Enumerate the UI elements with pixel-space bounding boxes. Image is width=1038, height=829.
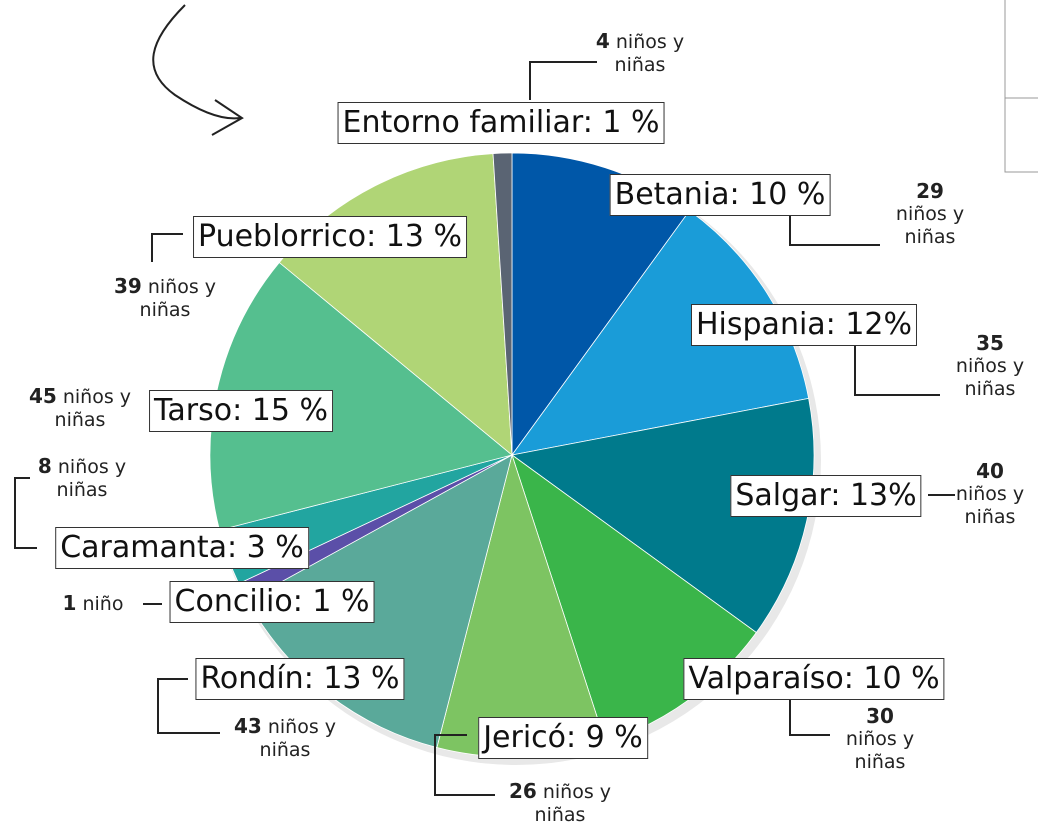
slice-label: Rondín: 13 % — [195, 658, 405, 700]
count-unit: niños y niñas — [54, 386, 132, 431]
count-label: 4 niños y niñas — [580, 30, 700, 77]
slice-label: Entorno familiar: 1 % — [337, 102, 665, 144]
count-label: 45 niños y niñas — [25, 385, 135, 432]
leader-line — [434, 734, 495, 796]
arrow-decoration — [152, 4, 244, 136]
count-unit: niños y niñas — [845, 728, 915, 773]
leader-line — [789, 700, 830, 736]
pie-slice — [209, 261, 513, 531]
slice-label: Betania: 10 % — [609, 174, 831, 216]
count-label: 35 niños y niñas — [935, 332, 1038, 401]
count-number: 39 — [113, 274, 142, 298]
count-unit: niños y niñas — [955, 483, 1025, 528]
count-number: 35 — [976, 331, 1004, 355]
slice-label: Jericó: 9 % — [478, 717, 648, 759]
pie-slice — [511, 210, 810, 456]
leader-line — [151, 233, 183, 262]
slice-label: Tarso: 15 % — [149, 390, 333, 432]
count-label: 39 niños y niñas — [105, 275, 225, 322]
count-number: 30 — [866, 704, 894, 728]
slice-label: Pueblorrico: 13 % — [193, 216, 467, 258]
count-number: 40 — [976, 459, 1004, 483]
leader-line — [157, 678, 220, 734]
count-unit: niños y niñas — [614, 31, 685, 76]
count-label: 1 niño — [43, 592, 143, 616]
pie-slice — [511, 397, 815, 634]
slice-label: Caramanta: 3 % — [55, 527, 309, 569]
count-unit: niño — [82, 593, 124, 615]
count-unit: niños y niñas — [139, 276, 217, 321]
leader-line — [14, 477, 37, 549]
count-number: 8 — [37, 454, 52, 478]
count-unit: niños y niñas — [895, 203, 965, 248]
leader-line — [854, 345, 940, 396]
count-unit: niños y niñas — [56, 456, 127, 501]
slice-label: Hispania: 12% — [690, 304, 918, 346]
count-number: 1 — [62, 591, 77, 615]
pie-slice — [492, 152, 513, 456]
count-number: 4 — [595, 29, 610, 53]
slice-label: Valparaíso: 10 % — [683, 658, 945, 700]
count-number: 29 — [916, 179, 944, 203]
count-label: 40 niños y niñas — [935, 460, 1038, 529]
leader-line — [789, 213, 880, 246]
count-label: 30 niños y niñas — [825, 705, 935, 774]
count-label: 43 niños y niñas — [225, 715, 345, 762]
slice-label: Concilio: 1 % — [169, 581, 375, 623]
count-label: 26 niños y niñas — [500, 780, 620, 827]
count-unit: niños y niñas — [955, 355, 1025, 400]
count-label: 8 niños y niñas — [27, 455, 137, 502]
count-number: 43 — [233, 714, 262, 738]
count-number: 26 — [508, 779, 537, 803]
slice-label: Salgar: 13% — [730, 475, 922, 517]
count-unit: niños y niñas — [534, 781, 612, 826]
count-unit: niños y niñas — [259, 716, 337, 761]
count-label: 29 niños y niñas — [875, 180, 985, 249]
frame-decoration — [1004, 0, 1038, 173]
leader-line — [529, 61, 597, 100]
count-number: 45 — [28, 384, 57, 408]
